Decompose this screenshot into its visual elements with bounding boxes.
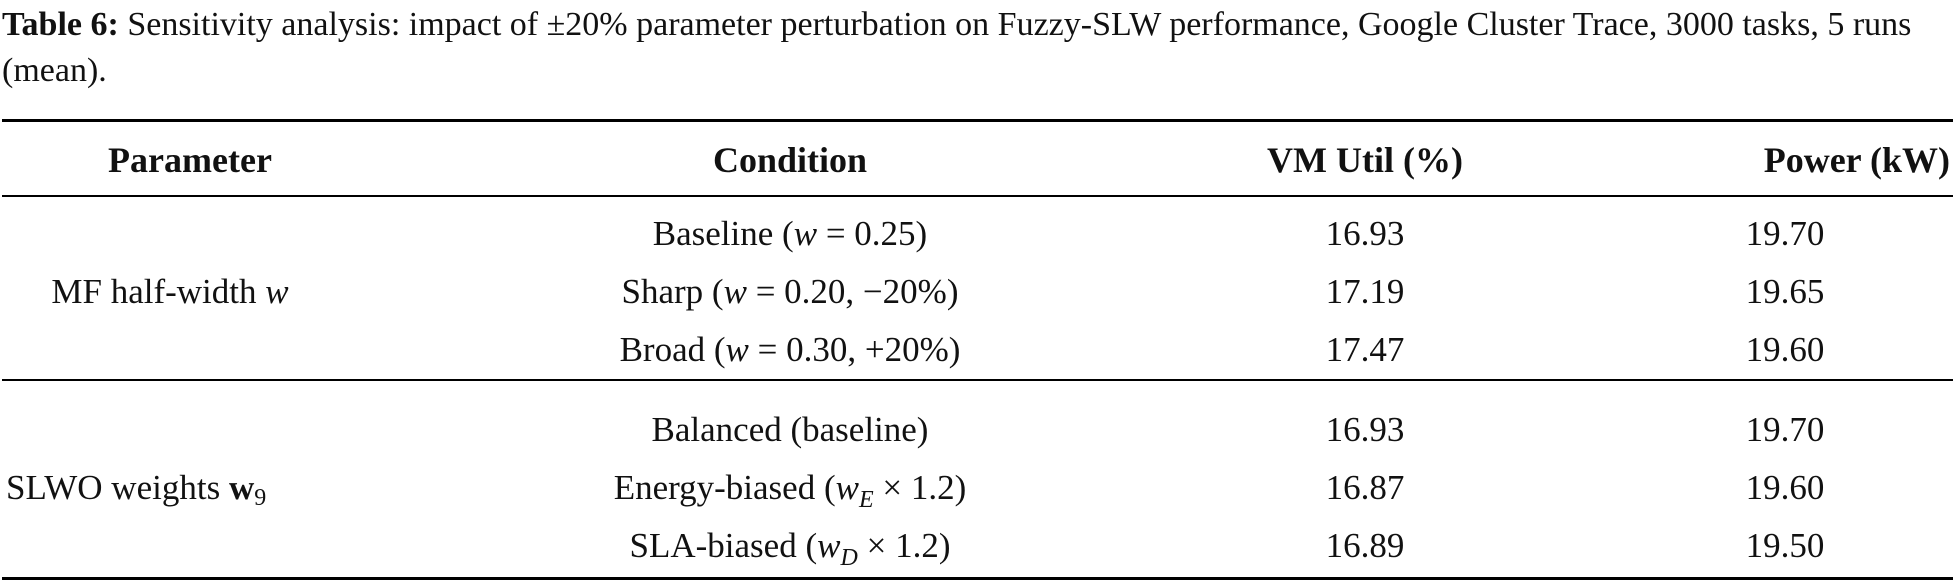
group-rule <box>2 379 1953 381</box>
power-cell: 19.65 <box>1745 272 1825 311</box>
util-cell: 16.93 <box>1325 410 1405 449</box>
cond-text: Balanced (baseline) <box>651 410 929 449</box>
cond-subscript: D <box>840 545 858 571</box>
cond-text-post: = 0.30, +20%) <box>748 330 961 369</box>
cond-text-post: = 0.20, −20%) <box>746 272 959 311</box>
cond-symbol: w <box>725 330 749 369</box>
cond-text: Sharp ( <box>621 272 724 311</box>
header-power: Power (kW) <box>1763 140 1950 180</box>
power-cell: 19.60 <box>1745 468 1825 507</box>
cond-text: Baseline ( <box>652 214 794 253</box>
condition-cell: Broad (w = 0.30, +20%) <box>460 328 1120 372</box>
param-mf-half-width: MF half-width w <box>0 270 340 314</box>
cond-symbol: w <box>835 468 859 507</box>
param-subscript: 9 <box>254 485 267 511</box>
power-cell: 19.70 <box>1745 410 1825 449</box>
cond-text-post: × 1.2) <box>857 526 951 565</box>
header-vm-util: VM Util (%) <box>1267 140 1463 180</box>
condition-cell: Balanced (baseline) <box>460 408 1120 452</box>
top-rule <box>2 119 1953 122</box>
condition-cell: Energy-biased (wE × 1.2) <box>460 466 1120 522</box>
caption-label: Table 6: <box>2 6 119 43</box>
header-condition: Condition <box>712 140 868 180</box>
util-cell: 16.87 <box>1325 468 1405 507</box>
condition-cell: Sharp (w = 0.20, −20%) <box>460 270 1120 314</box>
cond-symbol: w <box>723 272 747 311</box>
cond-subscript: E <box>858 487 874 513</box>
param-symbol: w <box>228 468 255 507</box>
util-cell: 16.89 <box>1325 526 1405 565</box>
table-caption: Table 6: Sensitivity analysis: impact of… <box>2 2 1950 94</box>
condition-cell: SLA-biased (wD × 1.2) <box>460 524 1120 580</box>
bottom-rule <box>2 577 1953 580</box>
power-cell: 19.60 <box>1745 330 1825 369</box>
power-cell: 19.50 <box>1745 526 1825 565</box>
cond-text-post: = 0.25) <box>817 214 928 253</box>
condition-cell: Baseline (w = 0.25) <box>460 212 1120 256</box>
util-cell: 17.19 <box>1325 272 1405 311</box>
power-cell: 19.70 <box>1745 214 1825 253</box>
header-parameter: Parameter <box>108 140 272 180</box>
param-symbol: w <box>265 272 289 311</box>
util-cell: 16.93 <box>1325 214 1405 253</box>
caption-text: Sensitivity analysis: impact of ±20% par… <box>2 6 1912 89</box>
param-slwo-weights: SLWO weights w9 <box>6 466 266 520</box>
cond-text: SLA-biased ( <box>629 526 818 565</box>
cond-symbol: w <box>817 526 841 565</box>
cond-text: Energy-biased ( <box>613 468 836 507</box>
cond-symbol: w <box>793 214 818 253</box>
header-rule <box>2 195 1953 197</box>
param-label: SLWO weights <box>6 468 229 507</box>
util-cell: 17.47 <box>1325 330 1405 369</box>
cond-text-post: × 1.2) <box>873 468 967 507</box>
param-label: MF half-width <box>51 272 266 311</box>
cond-text: Broad ( <box>619 330 726 369</box>
